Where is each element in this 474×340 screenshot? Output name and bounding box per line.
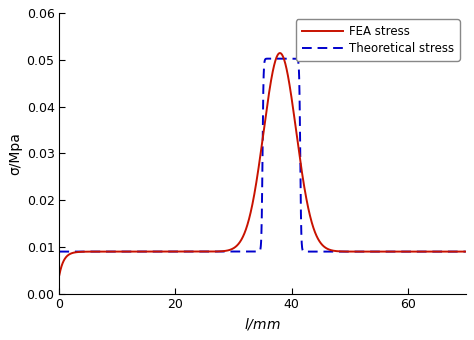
- Line: FEA stress: FEA stress: [59, 53, 465, 275]
- Y-axis label: σ/Mpa: σ/Mpa: [9, 132, 22, 175]
- Legend: FEA stress, Theoretical stress: FEA stress, Theoretical stress: [296, 19, 460, 61]
- Line: Theoretical stress: Theoretical stress: [59, 58, 465, 252]
- FEA stress: [463, 250, 468, 254]
- Theoretical stress: [411, 250, 417, 254]
- Theoretical stress: [230, 250, 236, 254]
- FEA stress: [277, 51, 283, 55]
- FEA stress: [56, 273, 62, 277]
- FEA stress: [103, 250, 109, 254]
- Theoretical stress: [455, 250, 461, 254]
- FEA stress: [212, 250, 218, 254]
- Theoretical stress: [212, 250, 218, 254]
- FEA stress: [230, 246, 236, 251]
- Theoretical stress: [103, 250, 109, 254]
- Theoretical stress: [463, 250, 468, 254]
- FEA stress: [127, 250, 133, 254]
- FEA stress: [455, 250, 461, 254]
- FEA stress: [411, 250, 417, 254]
- Theoretical stress: [56, 250, 62, 254]
- Theoretical stress: [127, 250, 133, 254]
- Theoretical stress: [277, 56, 283, 61]
- X-axis label: $l$/mm: $l$/mm: [244, 316, 281, 332]
